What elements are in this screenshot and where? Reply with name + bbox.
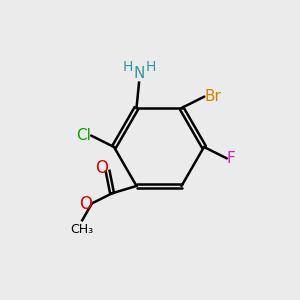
Text: Br: Br <box>204 89 221 104</box>
Text: O: O <box>95 159 108 177</box>
Text: Cl: Cl <box>76 128 91 143</box>
Text: CH₃: CH₃ <box>71 223 94 236</box>
Text: F: F <box>227 151 236 166</box>
Text: O: O <box>79 195 92 213</box>
Text: N: N <box>133 66 145 81</box>
Text: H: H <box>145 60 156 74</box>
Text: H: H <box>122 60 133 74</box>
